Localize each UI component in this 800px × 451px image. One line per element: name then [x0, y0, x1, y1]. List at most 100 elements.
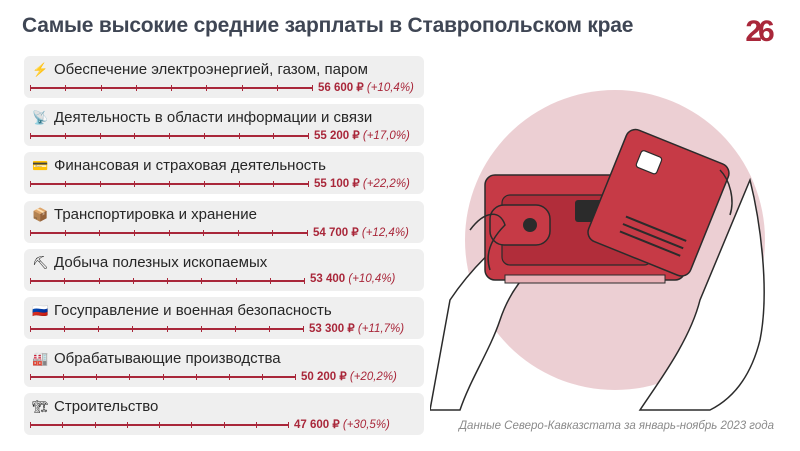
bar-tick	[169, 133, 170, 140]
row-label: 💳 Финансовая и страховая деятельность	[32, 157, 326, 174]
bar-tick	[127, 422, 128, 429]
bar-tick	[171, 85, 172, 91]
bar-tick	[99, 277, 100, 284]
growth-percent: (+12,4%)	[361, 226, 409, 239]
row-label: 📡 Деятельность в области информации и свя…	[32, 109, 372, 126]
bar-tick	[169, 181, 170, 188]
bar-tick	[307, 229, 308, 236]
bar-tick	[295, 374, 296, 381]
salary-row: 🏭 Обрабатывающие производства 50 200 ₽ (+2…	[24, 345, 424, 388]
growth-percent: (+17,0%)	[362, 130, 410, 143]
bar-tick	[30, 422, 31, 429]
value-label: 54 700 ₽ (+12,4%)	[313, 225, 409, 239]
bar-tick	[308, 181, 309, 188]
bar-tick	[133, 277, 134, 284]
bar-tick	[277, 85, 278, 91]
bar-tick	[312, 85, 313, 91]
growth-percent: (+22,2%)	[362, 178, 410, 191]
bar-tick	[134, 133, 135, 140]
category-label: Обрабатывающие производства	[54, 350, 281, 368]
category-label: Строительство	[54, 398, 159, 416]
bar-tick	[262, 374, 263, 381]
bar-tick	[163, 374, 164, 381]
bar-tick	[288, 422, 289, 429]
category-label: Финансовая и страховая деятельность	[54, 157, 326, 175]
bar-tick	[132, 325, 133, 332]
bar-tick	[30, 133, 31, 140]
row-label: 🏗 Строительство	[32, 398, 158, 415]
salary-amount: 53 300 ₽	[309, 322, 355, 335]
category-label: Обеспечение электроэнергией, газом, паро…	[54, 61, 368, 78]
value-bar	[30, 374, 296, 381]
salary-row: 📡 Деятельность в области информации и свя…	[24, 104, 424, 147]
logo-26: 26	[745, 15, 776, 48]
bar-tick	[64, 325, 65, 332]
growth-percent: (+11,7%)	[357, 322, 405, 335]
bar-tick	[100, 181, 101, 188]
credit-card-icon: 💳	[32, 158, 49, 174]
growth-percent: (+10,4%)	[366, 82, 414, 94]
bar-tick	[273, 133, 274, 140]
bar-tick	[235, 325, 236, 332]
category-label: Деятельность в области информации и связ…	[54, 109, 373, 127]
bar-tick	[167, 277, 168, 284]
bar-tick	[201, 325, 202, 332]
bar-tick	[30, 374, 31, 381]
row-label: ⛏ Добыча полезных ископаемых	[32, 254, 267, 271]
bar-tick	[65, 229, 66, 236]
lightning-icon: ⚡	[32, 62, 49, 77]
bar-tick	[159, 422, 160, 429]
bar-tick	[239, 133, 240, 140]
package-icon: 📦	[32, 206, 49, 222]
bar-tick	[30, 181, 31, 188]
bar-tick	[273, 181, 274, 188]
bar-tick	[65, 85, 66, 91]
wallet-illustration	[430, 90, 765, 411]
bar-tick	[308, 133, 309, 140]
bar-tick	[224, 422, 225, 429]
bar-tick	[304, 277, 305, 284]
bar-tick	[204, 181, 205, 188]
category-label: Транспортировка и хранение	[54, 205, 257, 223]
russia-flag-icon: 🇷🇺	[32, 302, 49, 318]
category-label: Госуправление и военная безопасность	[54, 301, 332, 319]
bar-tick	[65, 181, 66, 188]
salary-amount: 56 600 ₽	[318, 82, 364, 94]
salary-row: 💳 Финансовая и страховая деятельность 55 1…	[24, 152, 424, 195]
salary-amount: 55 200 ₽	[314, 130, 360, 143]
bar-tick	[272, 229, 273, 236]
crane-icon: 🏗	[32, 399, 49, 415]
bar-tick	[96, 374, 97, 381]
bar-tick	[30, 277, 31, 284]
row-label: 📦 Транспортировка и хранение	[32, 206, 257, 223]
bar-tick	[229, 374, 230, 381]
bar-tick	[270, 277, 271, 284]
source-note: Данные Северо-Кавказстата за январь-нояб…	[458, 420, 774, 432]
value-bar	[30, 85, 313, 91]
value-label: 56 600 ₽ (+10,4%)	[318, 80, 414, 94]
value-label: 55 100 ₽ (+22,2%)	[314, 176, 410, 190]
salary-amount: 55 100 ₽	[314, 178, 360, 191]
value-label: 53 300 ₽ (+11,7%)	[309, 321, 404, 335]
salary-amount: 54 700 ₽	[313, 226, 359, 239]
bar-tick	[196, 374, 197, 381]
logo-text: 26	[745, 15, 774, 48]
bar-tick	[65, 133, 66, 140]
bar-tick	[242, 85, 243, 91]
growth-percent: (+30,5%)	[342, 419, 390, 432]
value-bar	[30, 133, 309, 140]
page-title: Самые высокие средние зарплаты в Ставроп…	[22, 14, 634, 37]
factory-icon: 🏭	[32, 351, 49, 367]
value-bar	[30, 181, 309, 188]
salary-row: ⛏ Добыча полезных ископаемых 53 400 (+10,4…	[24, 248, 424, 291]
bar-tick	[95, 422, 96, 429]
salary-row: ⚡ Обеспечение электроэнергией, газом, пар…	[24, 56, 424, 98]
category-label: Добыча полезных ископаемых	[54, 253, 268, 271]
value-bar	[30, 229, 308, 236]
salary-amount: 47 600 ₽	[294, 419, 340, 432]
bar-tick	[136, 85, 137, 91]
value-label: 50 200 ₽ (+20,2%)	[301, 369, 397, 383]
value-label: 55 200 ₽ (+17,0%)	[314, 128, 410, 142]
salary-row: 🇷🇺 Госуправление и военная безопасность 53…	[24, 296, 424, 339]
bar-tick	[101, 85, 102, 91]
